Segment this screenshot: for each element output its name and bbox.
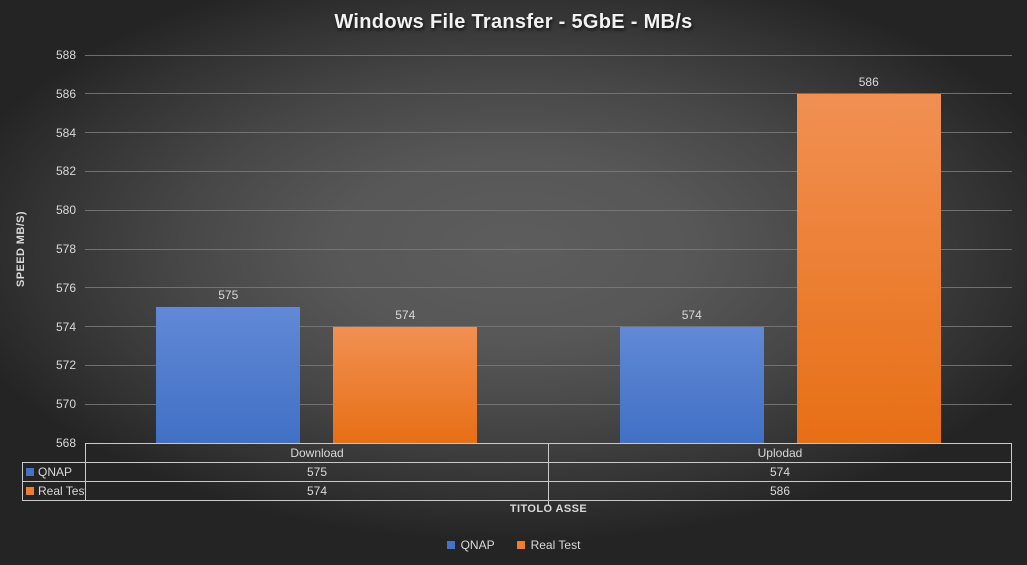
bar-qnap-uplodad: [619, 326, 764, 443]
gridline: [85, 248, 1012, 250]
legend-swatch-icon: [516, 541, 525, 549]
y-tick-label: 580: [55, 203, 76, 218]
gridline: [85, 209, 1012, 211]
data-label-real-test-uplodad: 586: [858, 74, 879, 89]
data-label-real-test-download: 574: [395, 307, 416, 322]
series-swatch-icon: [26, 487, 34, 496]
series-name: QNAP: [38, 465, 73, 480]
y-tick-label: 574: [55, 319, 76, 334]
y-tick-label: 570: [55, 397, 76, 412]
y-axis-title: SPEED MB/S): [15, 211, 27, 287]
table-series-label: Real Test: [23, 482, 85, 501]
y-tick-label: 586: [55, 86, 76, 101]
series-swatch-icon: [26, 468, 34, 477]
y-tick-label: 582: [55, 164, 76, 179]
table-category-header: Uplodad: [549, 444, 1012, 463]
table-value-cell: 575: [86, 463, 549, 482]
gridline: [85, 54, 1012, 56]
data-label-qnap-uplodad: 574: [681, 307, 702, 322]
x-axis-title: TITOLO ASSE: [509, 503, 588, 515]
legend: QNAP Real Test: [0, 536, 1027, 554]
bar-qnap-download: [156, 307, 301, 443]
legend-label: Real Test: [530, 538, 581, 552]
data-table-series-labels: QNAP Real Test: [22, 462, 85, 501]
gridline: [85, 287, 1012, 289]
data-label-qnap-download: 575: [218, 288, 239, 303]
y-tick-label: 576: [55, 280, 76, 295]
bar-real-test-uplodad: [796, 93, 941, 443]
table-value-cell: 586: [549, 482, 1012, 501]
table-value-cell: 574: [86, 482, 549, 501]
gridline: [85, 364, 1012, 366]
gridline: [85, 93, 1012, 95]
data-table-values: Download Uplodad 575 574 574 586: [85, 443, 1012, 501]
legend-swatch-icon: [446, 541, 455, 549]
y-tick-label: 568: [55, 436, 76, 450]
series-name: Real Test: [38, 484, 85, 499]
gridline: [85, 403, 1012, 405]
table-category-header: Download: [86, 444, 549, 463]
x-axis-tick: [548, 501, 549, 506]
gridline: [85, 170, 1012, 172]
legend-label: QNAP: [460, 538, 495, 552]
bar-real-test-download: [333, 326, 478, 443]
table-series-label: QNAP: [23, 463, 85, 483]
y-tick-label: 578: [55, 242, 76, 256]
y-tick-label: 588: [55, 48, 76, 62]
plot-area: 575 574 574 586: [85, 54, 1012, 444]
y-tick-label: 572: [55, 358, 76, 373]
legend-item: Real Test: [516, 538, 581, 552]
legend-item: QNAP: [446, 538, 495, 552]
table-value-cell: 574: [549, 463, 1012, 482]
y-tick-label: 584: [55, 125, 76, 140]
gridline: [85, 326, 1012, 328]
gridline: [85, 132, 1012, 134]
chart-title: Windows File Transfer - 5GbE - MB/s: [334, 11, 693, 33]
